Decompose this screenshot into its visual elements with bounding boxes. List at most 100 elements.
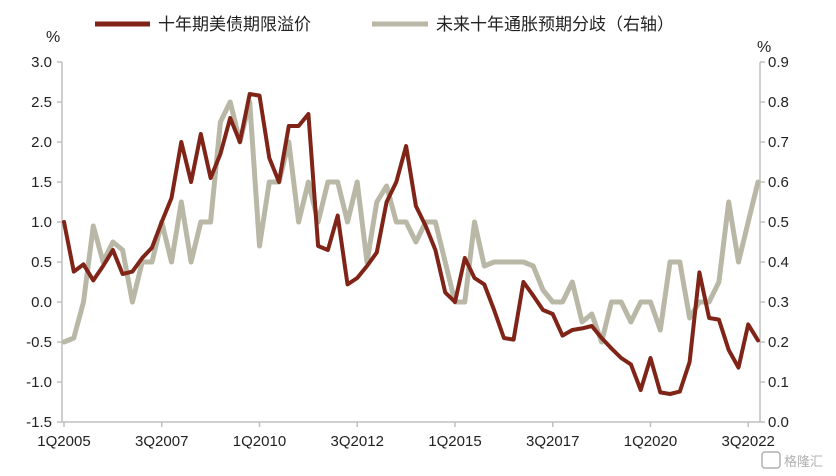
data-point-inflation-divergence	[268, 181, 271, 184]
data-point-inflation-divergence	[473, 221, 476, 224]
left-tick-label: 2.5	[31, 94, 52, 111]
data-point-inflation-divergence	[356, 181, 359, 184]
watermark-logo-icon	[761, 451, 781, 469]
data-point-inflation-divergence	[297, 221, 300, 224]
data-point-term-premium	[258, 94, 261, 97]
data-point-term-premium	[63, 221, 66, 224]
data-point-inflation-divergence	[434, 221, 437, 224]
data-point-term-premium	[629, 363, 632, 366]
data-point-inflation-divergence	[493, 261, 496, 264]
data-point-term-premium	[610, 347, 613, 350]
data-point-term-premium	[561, 334, 564, 337]
data-point-inflation-divergence	[600, 341, 603, 344]
data-point-inflation-divergence	[72, 337, 75, 340]
legend-label-series2: 未来十年通胀预期分歧（右轴）	[436, 15, 674, 35]
data-point-term-premium	[737, 366, 740, 369]
data-point-term-premium	[424, 225, 427, 228]
data-point-term-premium	[307, 113, 310, 116]
data-point-inflation-divergence	[317, 221, 320, 224]
data-point-inflation-divergence	[424, 221, 427, 224]
data-point-term-premium	[502, 337, 505, 340]
data-point-term-premium	[717, 318, 720, 321]
data-point-inflation-divergence	[541, 289, 544, 292]
data-point-inflation-divergence	[669, 261, 672, 264]
data-point-inflation-divergence	[111, 241, 114, 244]
data-point-term-premium	[190, 181, 193, 184]
data-point-inflation-divergence	[82, 301, 85, 304]
data-point-term-premium	[229, 117, 232, 120]
x-tick-label: 3Q2012	[331, 433, 384, 450]
left-tick-label: 2.0	[31, 134, 52, 151]
left-tick-label: 0.5	[31, 254, 52, 271]
x-tick-label: 3Q2007	[135, 433, 188, 450]
data-point-inflation-divergence	[150, 261, 153, 264]
data-point-inflation-divergence	[522, 261, 525, 264]
data-point-inflation-divergence	[620, 301, 623, 304]
data-point-inflation-divergence	[121, 249, 124, 252]
data-point-term-premium	[414, 205, 417, 208]
data-point-inflation-divergence	[698, 301, 701, 304]
data-point-inflation-divergence	[532, 265, 535, 268]
left-tick-label: 0.0	[31, 294, 52, 311]
data-point-inflation-divergence	[414, 241, 417, 244]
data-point-term-premium	[199, 133, 202, 136]
data-point-inflation-divergence	[561, 301, 564, 304]
data-point-term-premium	[590, 325, 593, 328]
data-point-term-premium	[727, 349, 730, 352]
data-point-inflation-divergence	[307, 181, 310, 184]
data-point-inflation-divergence	[629, 321, 632, 324]
data-point-inflation-divergence	[502, 261, 505, 264]
left-tick-label: -0.5	[26, 334, 52, 351]
data-point-term-premium	[434, 249, 437, 252]
right-tick-label: 0.4	[768, 254, 789, 271]
data-point-term-premium	[571, 329, 574, 332]
data-point-term-premium	[551, 313, 554, 316]
data-point-term-premium	[649, 357, 652, 360]
legend: 十年期美债期限溢价 未来十年通胀预期分歧（右轴）	[95, 15, 674, 35]
data-point-inflation-divergence	[483, 265, 486, 268]
left-tick-label: 3.0	[31, 54, 52, 71]
data-point-inflation-divergence	[199, 221, 202, 224]
data-point-term-premium	[366, 265, 369, 268]
data-point-term-premium	[356, 277, 359, 280]
data-point-inflation-divergence	[590, 313, 593, 316]
data-point-term-premium	[473, 277, 476, 280]
x-tick-label: 3Q2017	[526, 433, 579, 450]
right-tick-label: 0.7	[768, 134, 789, 151]
right-tick-label: 0.1	[768, 374, 789, 391]
data-point-inflation-divergence	[463, 301, 466, 304]
right-tick-label: 0.8	[768, 94, 789, 111]
data-point-inflation-divergence	[248, 101, 251, 104]
data-point-term-premium	[483, 283, 486, 286]
data-point-inflation-divergence	[346, 221, 349, 224]
data-point-inflation-divergence	[287, 141, 290, 144]
data-point-inflation-divergence	[571, 281, 574, 284]
data-point-inflation-divergence	[238, 141, 241, 144]
data-point-term-premium	[297, 125, 300, 128]
right-tick-label: 0.2	[768, 334, 789, 351]
data-point-inflation-divergence	[131, 301, 134, 304]
data-point-term-premium	[102, 265, 105, 268]
data-point-inflation-divergence	[737, 261, 740, 264]
data-point-term-premium	[170, 197, 173, 200]
data-point-inflation-divergence	[395, 221, 398, 224]
data-point-term-premium	[92, 279, 95, 282]
data-point-inflation-divergence	[453, 301, 456, 304]
x-tick-label: 1Q2010	[233, 433, 286, 450]
data-point-inflation-divergence	[336, 181, 339, 184]
data-point-term-premium	[678, 390, 681, 393]
data-point-inflation-divergence	[160, 221, 163, 224]
data-point-term-premium	[581, 327, 584, 330]
data-point-term-premium	[395, 181, 398, 184]
data-point-term-premium	[600, 337, 603, 340]
data-point-inflation-divergence	[610, 301, 613, 304]
data-point-inflation-divergence	[258, 245, 261, 248]
data-point-inflation-divergence	[219, 121, 222, 124]
right-tick-label: 0.9	[768, 54, 789, 71]
data-point-inflation-divergence	[209, 221, 212, 224]
series-line-term-premium	[62, 92, 760, 396]
data-point-term-premium	[268, 157, 271, 160]
data-point-inflation-divergence	[444, 261, 447, 264]
watermark-text: 格隆汇	[784, 454, 823, 470]
left-tick-label: -1.0	[26, 374, 52, 391]
